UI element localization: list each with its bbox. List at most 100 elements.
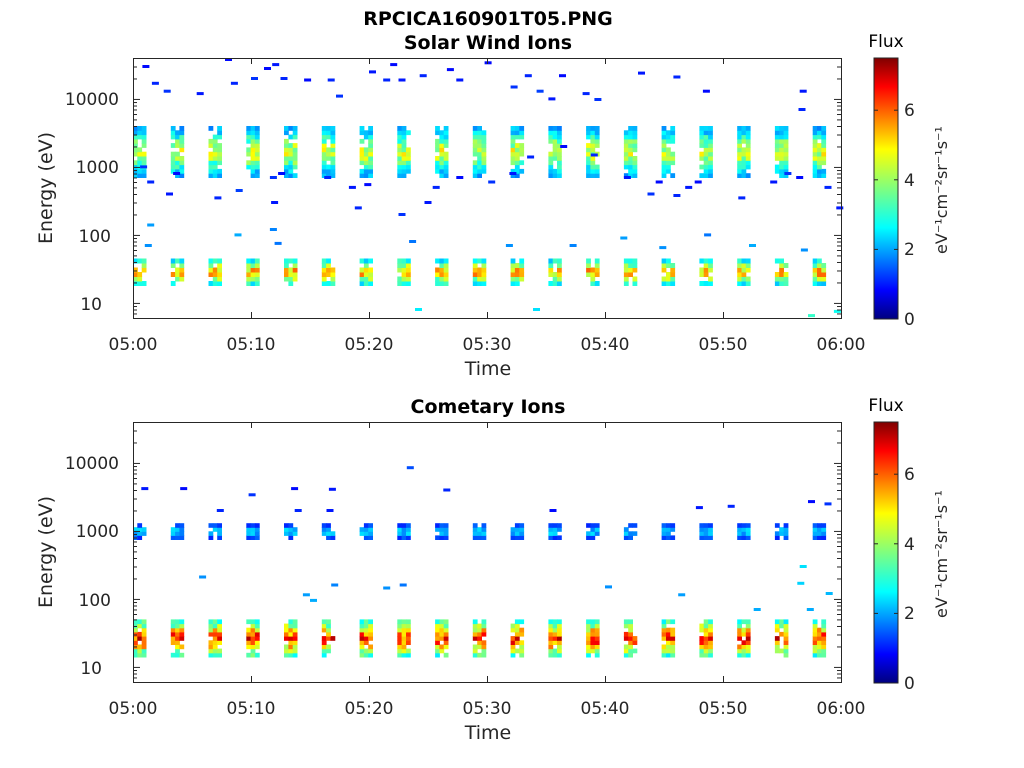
sweep-cell	[779, 173, 784, 178]
sweep-cell	[326, 648, 331, 654]
sweep-cell	[745, 126, 751, 131]
sweep-cell	[821, 652, 827, 658]
count-cell	[173, 172, 181, 175]
sweep-cell	[741, 267, 747, 273]
sweep-cell	[586, 267, 591, 273]
sweep-cell	[141, 527, 147, 532]
x-tick-label: 05:20	[345, 335, 394, 355]
sweep-cell	[481, 535, 487, 540]
sweep-cell	[670, 627, 676, 633]
sweep-cell	[666, 147, 671, 153]
sweep-cell	[250, 263, 256, 268]
sweep-cell	[170, 143, 176, 148]
sweep-cell	[208, 168, 214, 174]
sweep-cell	[817, 151, 822, 157]
count-cell	[798, 108, 806, 111]
sweep-cell	[557, 164, 562, 170]
sweep-cell	[661, 523, 667, 528]
sweep-cell	[137, 160, 143, 166]
sweep-cell	[510, 644, 516, 650]
sweep-cell	[246, 640, 252, 645]
sweep-cell	[137, 652, 143, 658]
sweep-cell	[288, 648, 294, 654]
sweep-cell	[557, 267, 562, 273]
y-tick-label: 10	[80, 659, 102, 679]
sweep-cell	[477, 652, 482, 658]
sweep-cell	[703, 138, 709, 144]
sweep-cell	[217, 143, 222, 148]
sweep-cell	[670, 636, 676, 641]
sweep-cell	[703, 619, 709, 625]
sweep-cell	[368, 126, 373, 131]
sweep-cell	[628, 126, 633, 131]
sweep-cell	[590, 636, 596, 641]
sweep-cell	[623, 267, 629, 273]
sweep-cell	[401, 258, 407, 264]
sweep-cell	[397, 281, 403, 286]
count-cell	[424, 201, 432, 204]
sweep-cell	[208, 138, 214, 144]
sweep-cell	[472, 130, 478, 136]
colorbar-gradient	[873, 421, 899, 684]
sweep-cell	[519, 160, 525, 166]
sweep-cell	[510, 267, 516, 273]
sweep-cell	[737, 267, 742, 273]
sweep-cell	[745, 263, 751, 268]
sweep-cell	[133, 134, 138, 140]
sweep-cell	[779, 267, 784, 273]
sweep-cell	[745, 147, 751, 153]
sweep-cell	[212, 281, 218, 286]
sweep-cell	[292, 272, 298, 277]
sweep-cell	[170, 527, 176, 532]
sweep-cell	[246, 164, 252, 170]
sweep-cell	[623, 276, 629, 282]
sweep-cell	[284, 130, 289, 136]
sweep-cell	[519, 258, 525, 264]
sweep-cell	[359, 623, 365, 629]
sweep-cell	[821, 126, 827, 131]
sweep-cell	[514, 147, 520, 153]
sweep-cell	[586, 619, 591, 625]
sweep-cell	[628, 531, 633, 536]
sweep-cell	[623, 535, 629, 540]
sweep-cell	[397, 276, 403, 282]
sweep-cell	[137, 531, 143, 536]
sweep-cell	[666, 644, 671, 650]
sweep-cell	[401, 138, 407, 144]
sweep-cell	[812, 267, 818, 273]
sweep-cell	[170, 164, 176, 170]
sweep-cell	[552, 151, 558, 157]
sweep-cell	[745, 276, 751, 282]
sweep-cell	[632, 168, 638, 174]
sweep-cell	[779, 531, 784, 536]
sweep-cell	[439, 531, 445, 536]
sweep-cell	[250, 156, 256, 161]
sweep-cell	[514, 168, 520, 174]
sweep-cell	[443, 138, 449, 144]
count-cell	[248, 493, 256, 497]
sweep-cell	[737, 272, 742, 277]
sweep-cell	[435, 281, 440, 286]
sweep-cell	[397, 531, 403, 536]
sweep-cell	[397, 156, 403, 161]
sweep-cell	[330, 531, 336, 536]
sweep-cell	[217, 151, 222, 157]
sweep-cell	[510, 535, 516, 540]
sweep-cell	[737, 258, 742, 264]
sweep-cell	[745, 130, 751, 136]
sweep-cell	[250, 631, 256, 637]
sweep-cell	[401, 134, 407, 140]
sweep-cell	[175, 164, 180, 170]
sweep-cell	[661, 527, 667, 532]
count-cell	[738, 196, 746, 200]
sweep-cell	[514, 281, 520, 286]
sweep-cell	[703, 263, 709, 268]
sweep-cell	[208, 619, 214, 625]
sweep-cell	[741, 644, 747, 650]
sweep-cell	[666, 164, 671, 170]
sweep-cell	[472, 168, 478, 174]
sweep-cell	[406, 623, 411, 629]
sweep-cell	[217, 276, 222, 282]
sweep-cell	[397, 160, 403, 166]
sweep-cell	[632, 276, 638, 282]
